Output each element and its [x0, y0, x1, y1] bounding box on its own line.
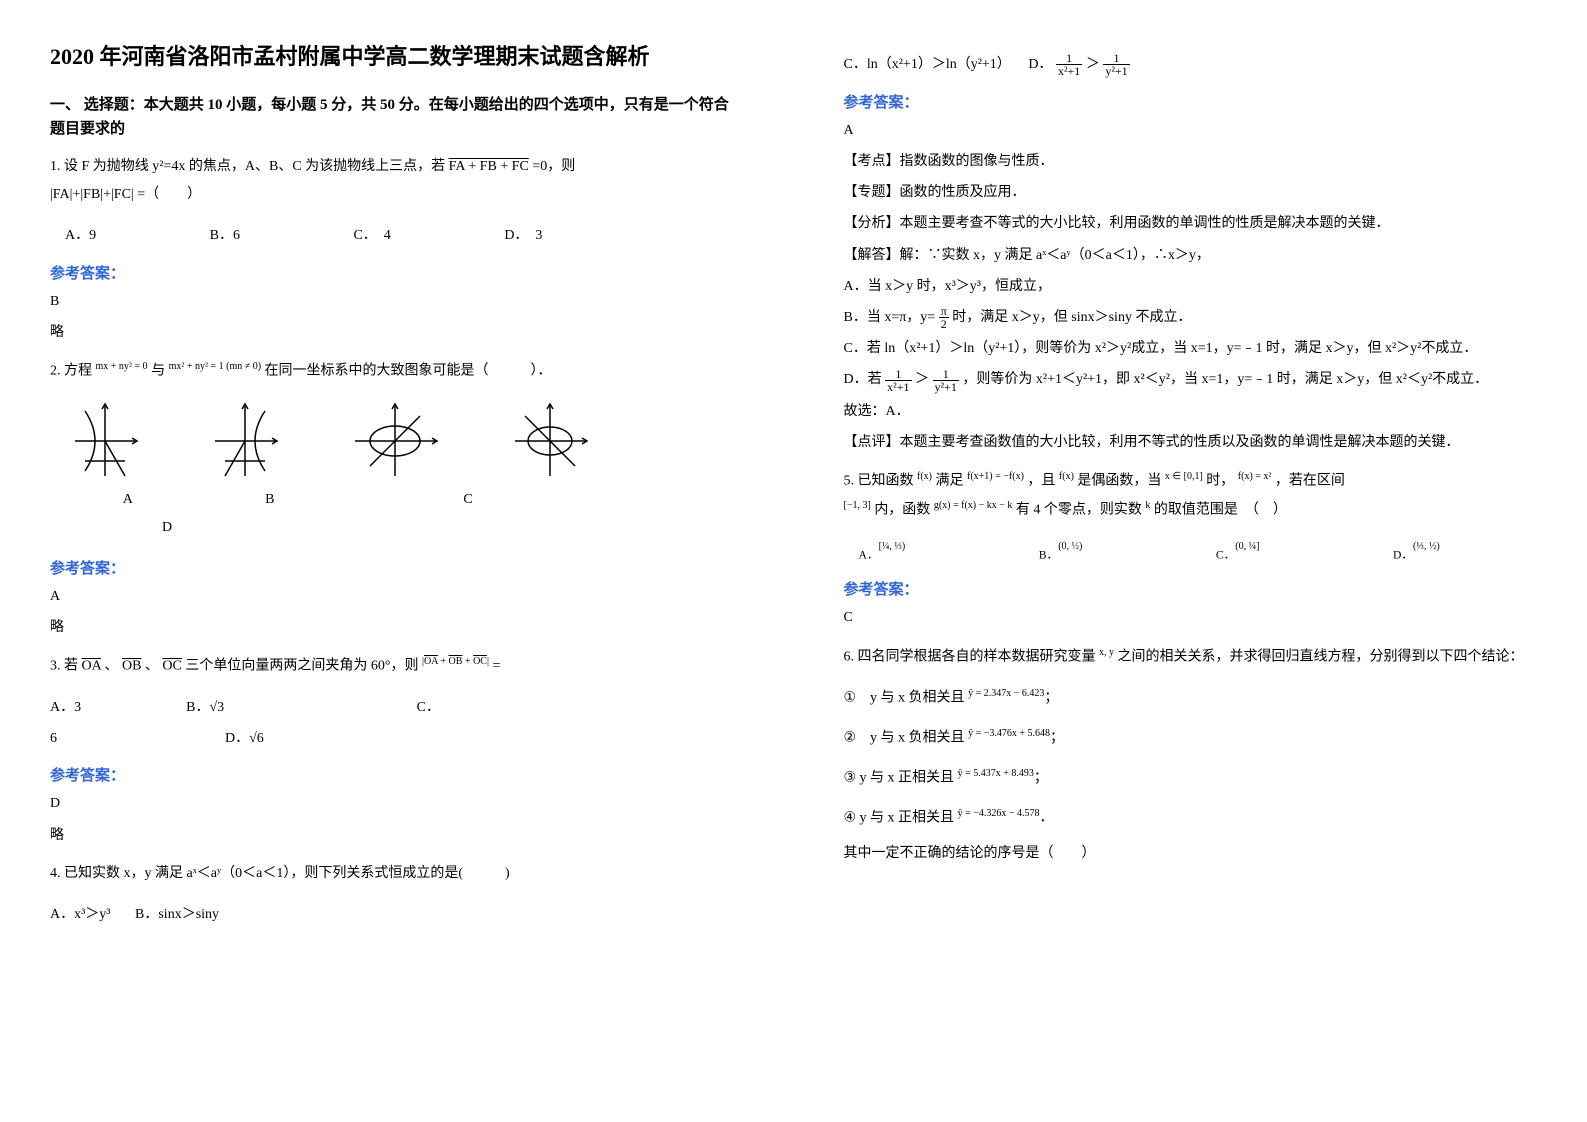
graph-c [350, 401, 440, 481]
q2-labelD: D [162, 520, 172, 535]
q4-optD-pre: D． [1028, 57, 1052, 72]
q5-options: A．[¼, ⅓) B．(0, ½) C．(0, ¼] D．(⅓, ½) [859, 536, 1538, 568]
q2-graphs [70, 401, 744, 481]
q4-ana-fx: 【分析】本题主要考查不等式的大小比较，利用函数的单调性的性质是解决本题的关键． [844, 211, 1538, 236]
q2-graph-labels: A B C D [50, 486, 744, 542]
q6-c1: ① y 与 x 负相关且 ŷ = 2.347x − 6.423； [844, 685, 1538, 711]
question-4: 4. 已知实数 x，y 满足 aˣ＜aʸ（0＜a＜1），则下列关系式恒成立的是(… [50, 860, 744, 888]
q4-ana-kd: 【考点】指数函数的图像与性质． [844, 149, 1538, 174]
q4-lineE: 故选：A． [844, 399, 1538, 424]
q3-stem-a: 3. 若 [50, 659, 82, 674]
q2-stem-b: 在同一坐标系中的大致图象可能是（ ）． [265, 364, 552, 379]
q3-optA: A．3 [50, 700, 81, 715]
q3-optC: C． [417, 700, 440, 715]
q1-answer-label: 参考答案： [50, 262, 744, 283]
q2-labelC: C [463, 492, 472, 507]
q3-options: A．3 B．√3 C． 6 D．√6 [50, 693, 744, 755]
q3-stem-b: 三个单位向量两两之间夹角为 60°，则 [185, 659, 418, 674]
right-column: C．ln（x²+1）＞ln（y²+1） D． 1 x²+1 ＞ 1 y²+1 参… [794, 0, 1587, 1122]
graph-a [70, 401, 140, 481]
q6-c3: ③ y 与 x 正相关且 ŷ = 5.437x + 8.493； [844, 765, 1538, 791]
q6-c4: ④ y 与 x 正相关且 ŷ = −4.326x − 4.578． [844, 805, 1538, 831]
graph-b [210, 401, 280, 481]
q4-optB: B．sinx＞siny [135, 907, 219, 922]
q2-answer: A [50, 584, 744, 609]
question-5: 5. 已知函数 f(x) 满足 f(x+1) = −f(x) ，且 f(x) 是… [844, 467, 1538, 524]
q2-expr1: mx + ny² = 0 [96, 361, 148, 372]
q4-answer: A [844, 118, 1538, 143]
q1-optB: B．6 [210, 221, 240, 252]
q4-optA: A．x³＞y³ [50, 907, 111, 922]
q2-stem-a: 2. 方程 [50, 364, 92, 379]
section-1-header: 一、 选择题：本大题共 10 小题，每小题 5 分，共 50 分。在每小题给出的… [50, 93, 744, 141]
q1-answer: B [50, 289, 744, 314]
q4-lineC: C．若 ln（x²+1）＞ln（y²+1），则等价为 x²＞y²成立，当 x=1… [844, 336, 1538, 361]
q4-ana-jd: 【解答】解：∵实数 x，y 满足 aˣ＜aʸ（0＜a＜1），∴x＞y， [844, 243, 1538, 268]
q2-expr2: mx² + ny² = 1 (mn ≠ 0) [169, 361, 261, 372]
q3-vc: OC [162, 659, 181, 674]
q4-ana-zt: 【专题】函数的性质及应用． [844, 180, 1538, 205]
left-column: 2020 年河南省洛阳市孟村附属中学高二数学理期末试题含解析 一、 选择题：本大… [0, 0, 794, 1122]
question-6: 6. 四名同学根据各自的样本数据研究变量 x, y 之间的相关关系，并求得回归直… [844, 643, 1538, 672]
question-3: 3. 若 OA 、 OB 、 OC 三个单位向量两两之间夹角为 60°，则 |O… [50, 652, 744, 681]
q4-options-ab: A．x³＞y³ B．sinx＞siny [50, 900, 744, 931]
q4-options-cd: C．ln（x²+1）＞ln（y²+1） D． 1 x²+1 ＞ 1 y²+1 [844, 50, 1538, 81]
q4-lineD: D．若 1 x²+1 ＞ 1 y²+1 ，则等价为 x²+1＜y²+1，即 x²… [844, 367, 1538, 392]
q3-optB: B．√3 [186, 700, 224, 715]
q4-optD-frac2: 1 y²+1 [1103, 52, 1129, 77]
q2-mid: 与 [151, 364, 169, 379]
q1-stem: 1. 设 F 为抛物线 y²=4x 的焦点，A、B、C 为该抛物线上三点，若 [50, 159, 449, 174]
page-title: 2020 年河南省洛阳市孟村附属中学高二数学理期末试题含解析 [50, 40, 744, 73]
q1-optD: D． 3 [504, 221, 542, 252]
q3-answer-label: 参考答案： [50, 764, 744, 785]
q2-labelA: A [123, 492, 132, 507]
q5-optC: C．(0, ¼] [1216, 536, 1260, 568]
q4-optD-mid: ＞ [1086, 57, 1104, 72]
q4-answer-label: 参考答案： [844, 91, 1538, 112]
q1-stem-end: =0，则 [532, 159, 575, 174]
graph-d [510, 401, 590, 481]
q4-ana-dp: 【点评】本题主要考查函数值的大小比较，利用不等式的性质以及函数的单调性是解决本题… [844, 430, 1538, 455]
q6-c2: ② y 与 x 负相关且 ŷ = −3.476x + 5.648； [844, 725, 1538, 751]
q1-options: A．9 B．6 C． 4 D． 3 [65, 221, 744, 252]
q3-vb: OB [122, 659, 141, 674]
q4-optD-frac1: 1 x²+1 [1056, 52, 1082, 77]
q1-note: 略 [50, 320, 744, 345]
q3-va: OA [82, 659, 101, 674]
q4-lineB: B．当 x=π，y= π 2 时，满足 x＞y，但 sinx＞siny 不成立． [844, 305, 1538, 330]
q2-answer-label: 参考答案： [50, 557, 744, 578]
q3-note: 略 [50, 823, 744, 848]
q4-stem: 4. 已知实数 x，y 满足 aˣ＜aʸ（0＜a＜1），则下列关系式恒成立的是(… [50, 866, 510, 881]
q1-line2: |FA|+|FB|+|FC| =（ ） [50, 187, 201, 202]
q6-tail: 其中一定不正确的结论的序号是（ ） [844, 841, 1538, 866]
question-2: 2. 方程 mx + ny² = 0 与 mx² + ny² = 1 (mn ≠… [50, 357, 744, 386]
q5-answer: C [844, 605, 1538, 630]
q1-vec: FA + FB + FC [449, 159, 529, 174]
q5-answer-label: 参考答案： [844, 578, 1538, 599]
q2-note: 略 [50, 615, 744, 640]
q2-labelB: B [265, 492, 274, 507]
q3-optD: D．√6 [225, 731, 264, 746]
q4-optC: C．ln（x²+1）＞ln（y²+1） [844, 57, 1011, 72]
q1-optC: C． 4 [353, 221, 390, 252]
q5-optD: D．(⅓, ½) [1393, 536, 1440, 568]
q3-answer: D [50, 791, 744, 816]
q5-optA: A．[¼, ⅓) [859, 536, 906, 568]
q4-lineA: A．当 x＞y 时，x³＞y³，恒成立， [844, 274, 1538, 299]
question-1: 1. 设 F 为抛物线 y²=4x 的焦点，A、B、C 为该抛物线上三点，若 F… [50, 153, 744, 209]
q1-optA: A．9 [65, 221, 96, 252]
q5-optB: B．(0, ½) [1039, 536, 1083, 568]
q3-optC2: 6 [50, 731, 57, 746]
